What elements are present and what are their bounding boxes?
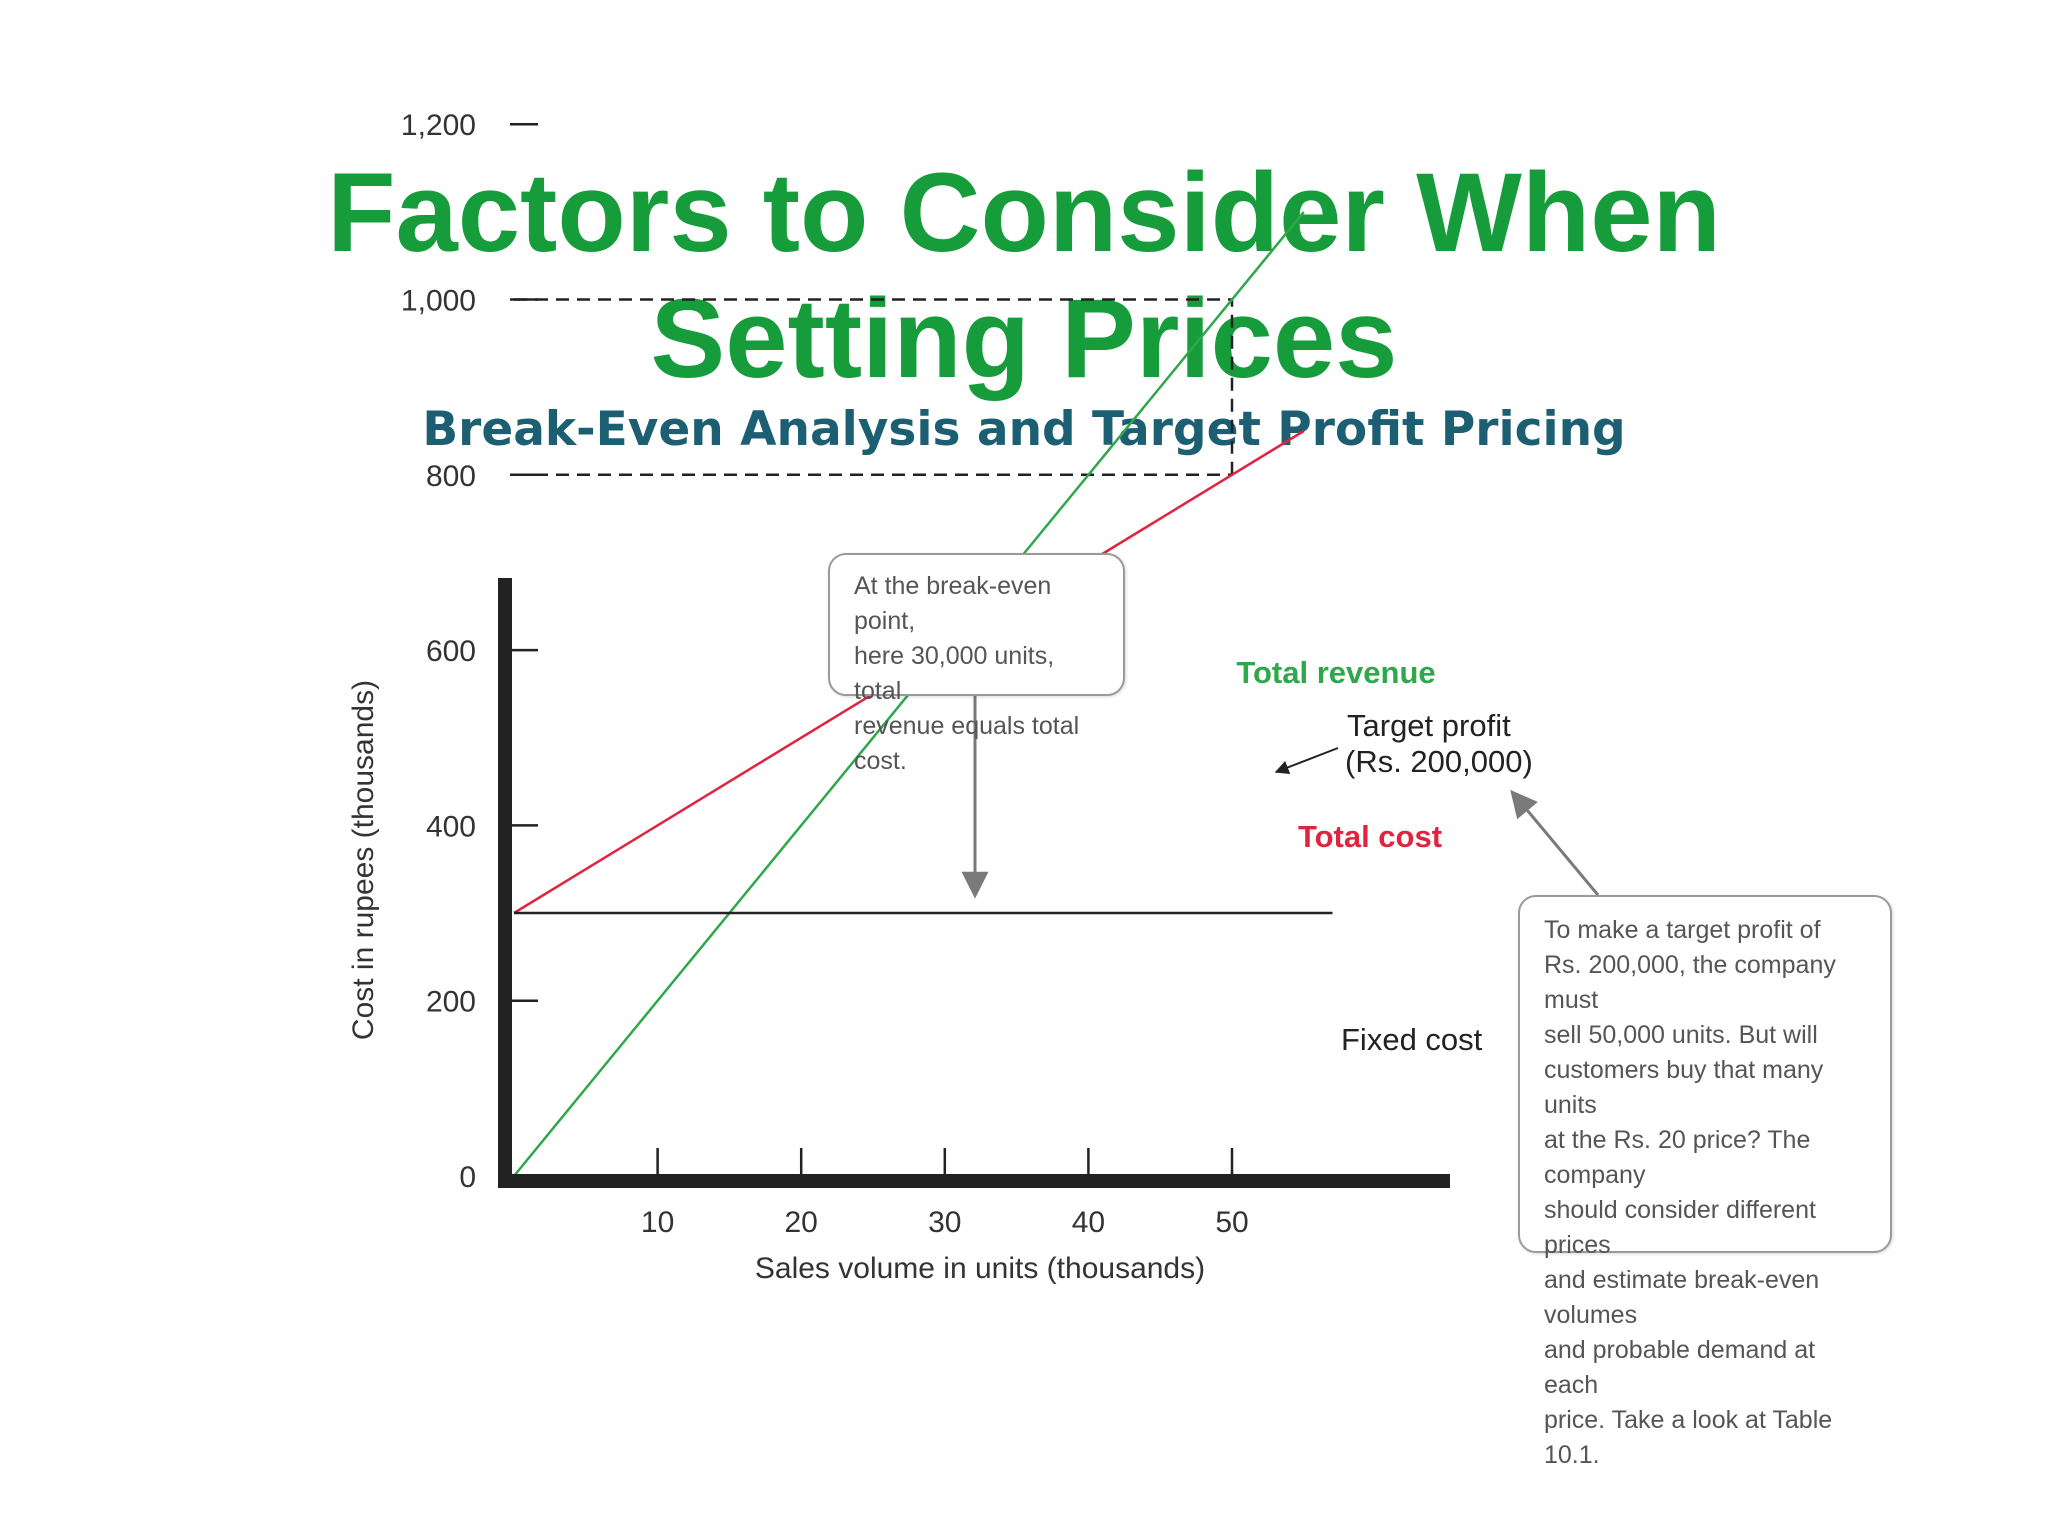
series-label-total-cost: Total cost <box>1298 819 1442 854</box>
y-tick-label-1000: 1,000 <box>401 285 476 318</box>
target-profit-label-line-1: Target profit <box>1347 708 1511 743</box>
y-tick-label-400: 400 <box>426 810 476 843</box>
series-label-total-revenue: Total revenue <box>1236 655 1435 690</box>
target-profit-note-arrow <box>1510 789 1600 896</box>
y-tick-label-0: 0 <box>459 1161 476 1194</box>
axes <box>498 578 1450 1188</box>
x-tick-label-10: 10 <box>641 1206 674 1239</box>
reference-lines <box>514 298 1234 477</box>
slide-subtitle: Break-Even Analysis and Target Profit Pr… <box>422 402 1626 457</box>
x-axis-label: Sales volume in units (thousands) <box>755 1252 1205 1285</box>
x-tick-label-40: 40 <box>1072 1206 1105 1239</box>
x-tick-label-20: 20 <box>785 1206 818 1239</box>
ticks: 0 200 400 600 800 1,000 1,200 10 20 30 40 50 <box>401 109 1249 1239</box>
x-tick-label-30: 30 <box>928 1206 961 1239</box>
y-tick-label-200: 200 <box>426 986 476 1019</box>
y-axis-label: Cost in rupees (thousands) <box>347 680 380 1040</box>
x-tick-label-50: 50 <box>1215 1206 1248 1239</box>
y-axis-line <box>498 578 512 1188</box>
target-profit-callout: To make a target profit of Rs. 200,000, … <box>1518 895 1892 1469</box>
slide-title: Factors to Consider When Setting Prices <box>0 150 2048 402</box>
y-tick-label-600: 600 <box>426 635 476 668</box>
target-profit-arrow <box>1274 747 1339 774</box>
series-label-fixed-cost: Fixed cost <box>1341 1022 1483 1057</box>
target-profit-label-line-2: (Rs. 200,000) <box>1345 744 1533 779</box>
y-tick-label-1200: 1,200 <box>401 109 476 142</box>
break-even-callout: At the break-even point, here 30,000 uni… <box>828 553 1125 775</box>
slide-title-line-1: Factors to Consider When <box>327 150 1721 275</box>
slide-title-line-2: Setting Prices <box>650 276 1398 401</box>
y-tick-label-800: 800 <box>426 460 476 493</box>
x-axis-line <box>498 1174 1450 1188</box>
